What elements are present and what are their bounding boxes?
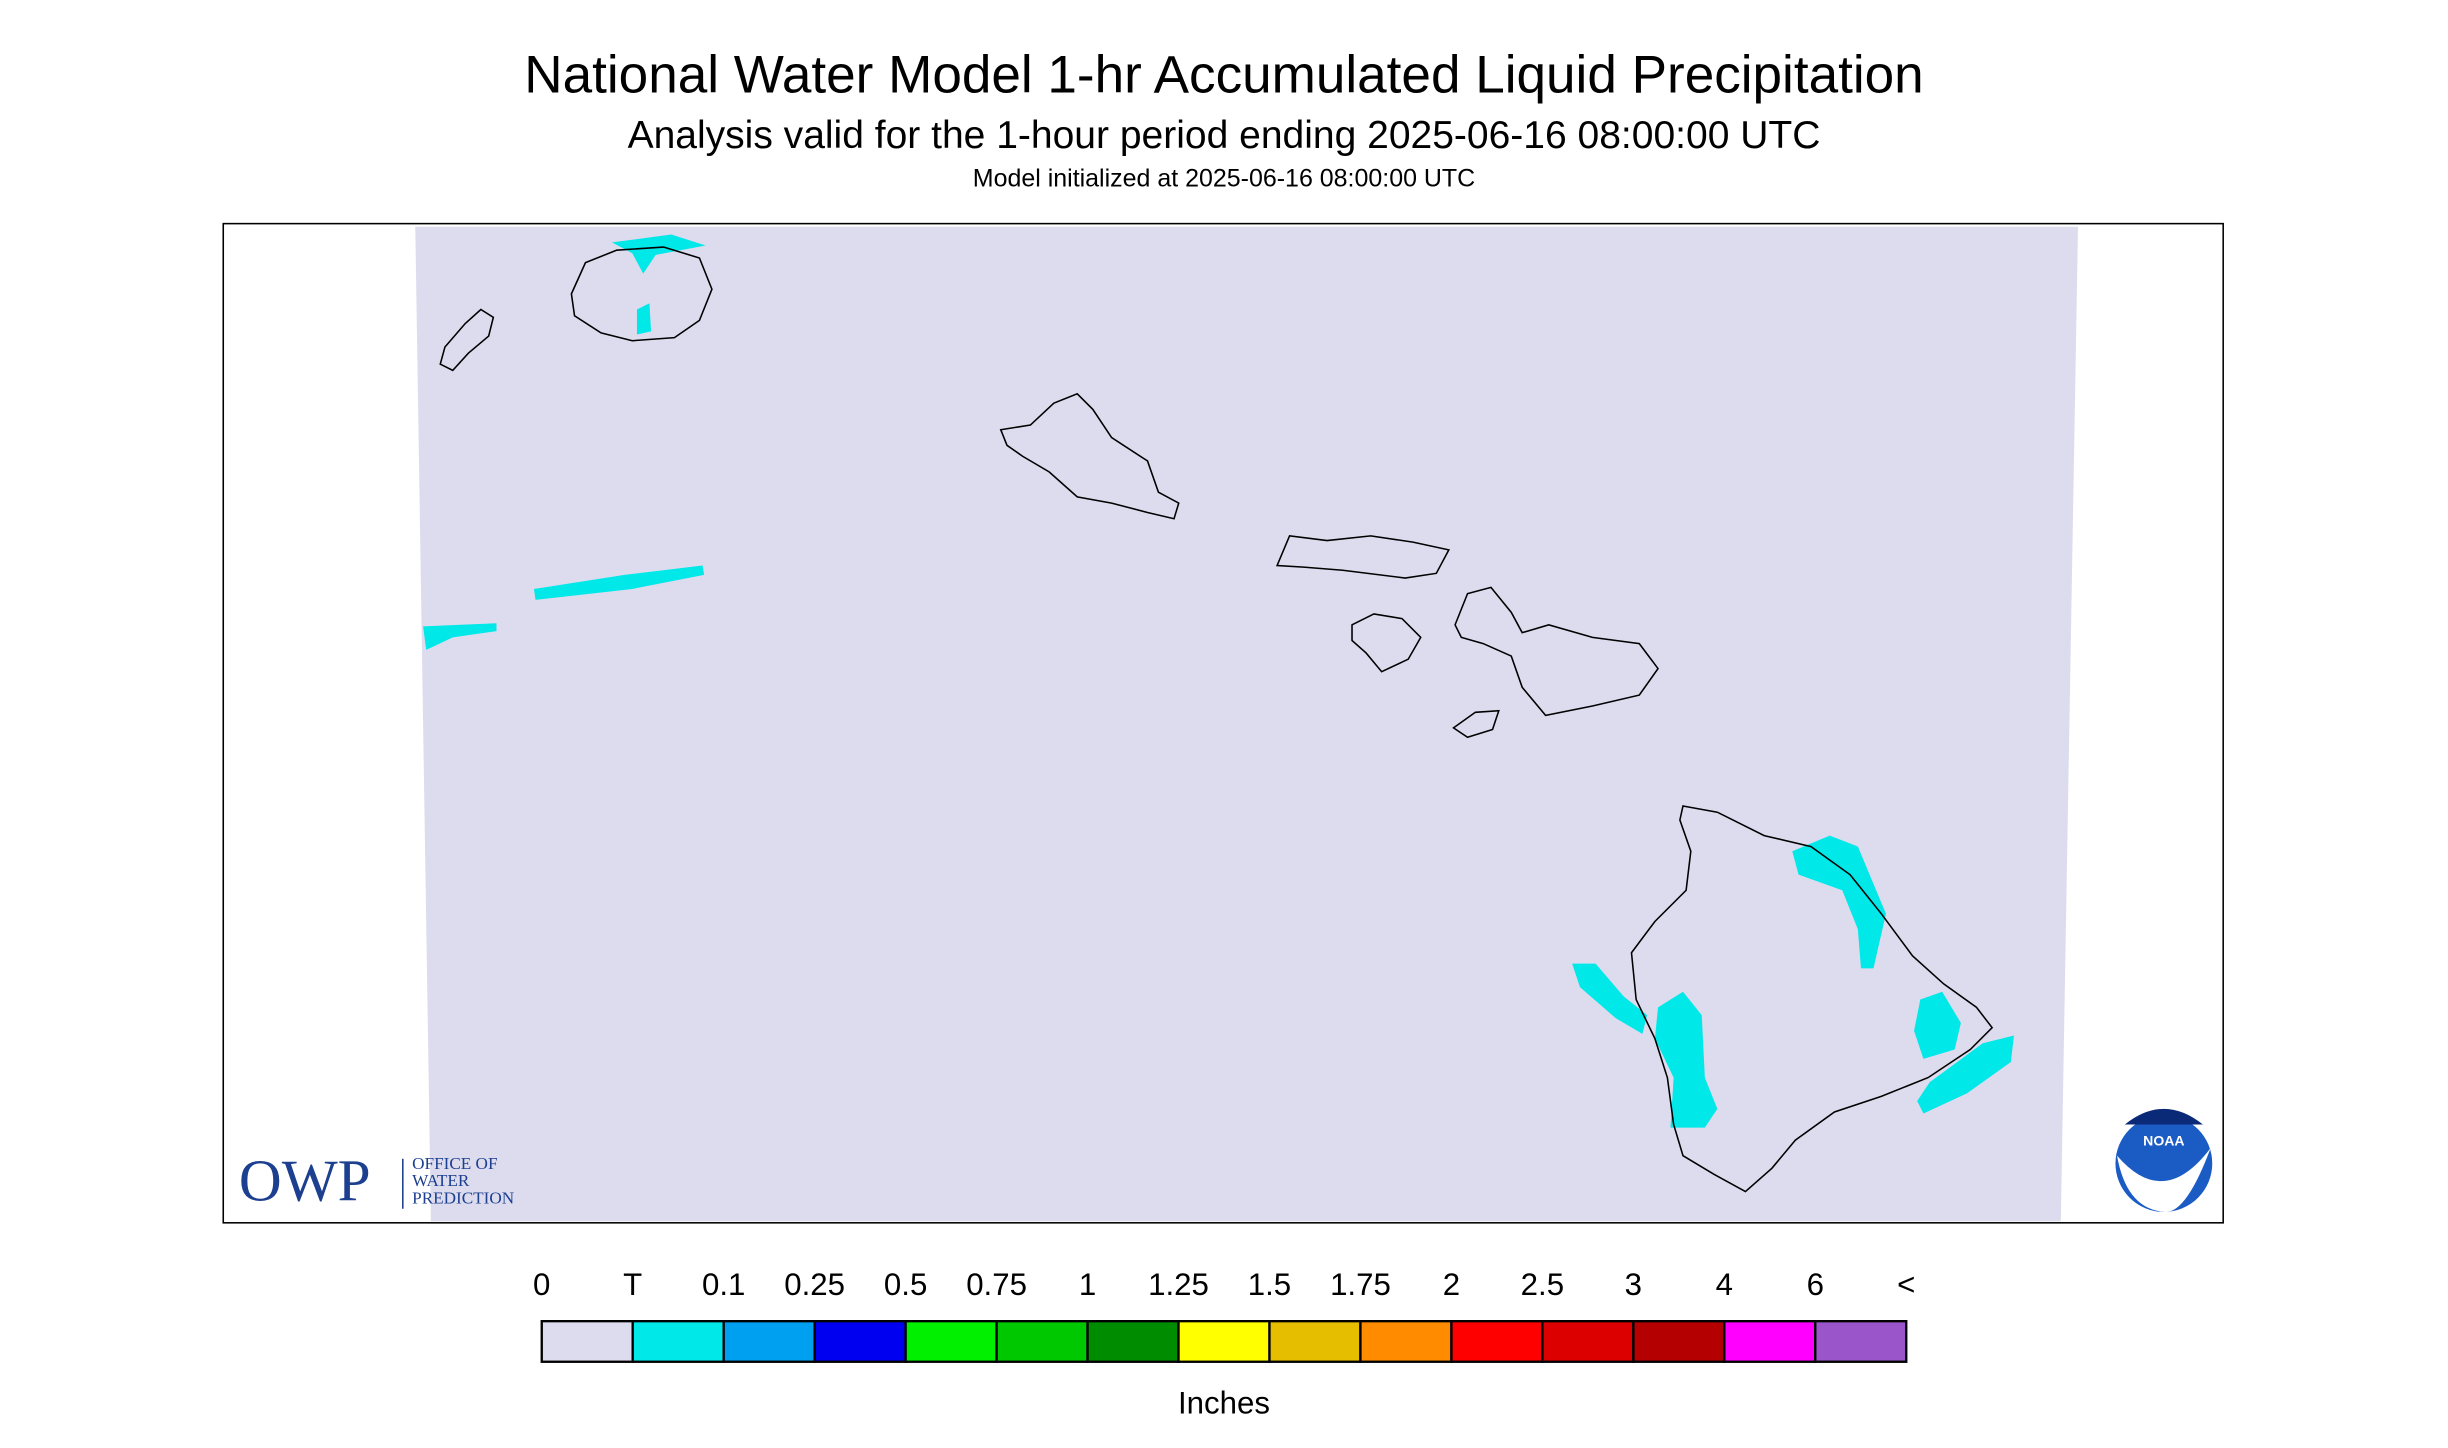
legend-swatch: [813, 1319, 907, 1363]
noaa-text: NOAA: [2143, 1132, 2184, 1148]
model-domain: [415, 226, 2078, 1222]
owp-logo: OWP OFFICE OF WATER PREDICTION: [239, 1148, 514, 1214]
legend: 0 T 0.1 0.25 0.5 0.75 1 1.25 1.5 1.75 2 2.5 3 4 6 <: [533, 1267, 1915, 1363]
precipitation: [423, 234, 2014, 1128]
legend-unit: Inches: [1178, 1386, 1270, 1421]
owp-line: OFFICE OF: [412, 1154, 497, 1173]
legend-swatch: [1814, 1319, 1908, 1363]
legend-label: 2: [1443, 1267, 1460, 1302]
legend-swatch: [1268, 1319, 1362, 1363]
rain-area: [533, 565, 705, 600]
rain-area: [612, 234, 706, 274]
owp-line: PREDICTION: [412, 1188, 514, 1207]
legend-label: 1.5: [1248, 1267, 1291, 1302]
legend-swatch: [1177, 1319, 1271, 1363]
title: National Water Model 1-hr Accumulated Li…: [524, 45, 1923, 104]
legend-label: 3: [1625, 1267, 1642, 1302]
legend-label: 1.75: [1330, 1267, 1391, 1302]
legend-label: 0.5: [884, 1267, 927, 1302]
legend-swatch: [1086, 1319, 1180, 1363]
rain-area: [1654, 991, 1718, 1128]
rain-area: [636, 303, 652, 335]
legend-swatch: [631, 1319, 725, 1363]
legend-label: 4: [1716, 1267, 1733, 1302]
legend-swatch: [995, 1319, 1089, 1363]
owp-line: WATER: [412, 1171, 470, 1190]
init-note: Model initialized at 2025-06-16 08:00:00…: [973, 165, 1475, 193]
noaa-gull: [2117, 1147, 2211, 1213]
legend-label: 0: [533, 1267, 550, 1302]
legend-label: T: [623, 1267, 642, 1302]
noaa-top: [2124, 1108, 2203, 1125]
legend-label: 0.75: [966, 1267, 1027, 1302]
island-oahu: [999, 392, 1180, 520]
legend-swatch: [1632, 1319, 1726, 1363]
rain-area: [1572, 963, 1648, 1034]
subtitle: Analysis valid for the 1-hour period end…: [628, 114, 1821, 157]
rain-area: [1792, 835, 1886, 969]
legend-label: 1.25: [1148, 1267, 1209, 1302]
legend-swatch: [1541, 1319, 1635, 1363]
island-niihau: [439, 308, 495, 372]
island-molokai: [1275, 535, 1450, 579]
legend-label: 0.25: [784, 1267, 845, 1302]
legend-swatch: [540, 1319, 634, 1363]
island-maui: [1454, 586, 1659, 717]
legend-swatch: [722, 1319, 816, 1363]
island-hawaii: [1630, 805, 1994, 1193]
legend-label: 0.1: [702, 1267, 745, 1302]
legend-swatch: [1723, 1319, 1817, 1363]
island-kahoolawe: [1452, 709, 1500, 739]
legend-label: 6: [1807, 1267, 1824, 1302]
legend-label: 1: [1079, 1267, 1096, 1302]
rain-area: [1914, 991, 1961, 1059]
legend-swatch: [1359, 1319, 1453, 1363]
owp-mark: OWP: [239, 1148, 371, 1214]
coastlines: [439, 246, 1994, 1193]
rain-area: [423, 623, 497, 650]
legend-swatch: [904, 1319, 998, 1363]
legend-swatch: [1450, 1319, 1544, 1363]
island-lanai: [1351, 613, 1422, 673]
legend-label: 2.5: [1521, 1267, 1564, 1302]
island-kauai: [570, 246, 713, 342]
legend-label: <: [1897, 1267, 1915, 1302]
rain-area: [1917, 1035, 2014, 1114]
noaa-logo: NOAA: [2115, 1108, 2213, 1213]
